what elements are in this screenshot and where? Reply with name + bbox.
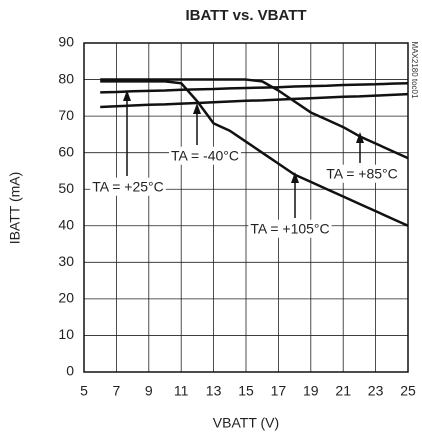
annotation-bg: [248, 219, 332, 238]
watermark: MAX2180 toc01: [410, 42, 419, 99]
y-tick-label: 10: [58, 326, 74, 342]
line-series: [100, 80, 409, 227]
annotation-bg: [169, 146, 241, 165]
line-series: [100, 81, 409, 94]
plot-frame: [83, 42, 409, 373]
annotation-arrowhead: [356, 132, 364, 143]
y-tick-label: 0: [66, 363, 74, 379]
x-tick-label: 5: [80, 383, 88, 399]
y-axis-label: IBATT (mA): [7, 172, 23, 245]
legend-label: TA = +105°C: [250, 221, 329, 237]
annotation-bg: [90, 177, 166, 196]
x-tick-label: 7: [113, 383, 121, 399]
x-tick-label: 19: [303, 383, 319, 399]
legend-label: TA = -40°C: [171, 148, 239, 164]
x-tick-label: 15: [238, 383, 254, 399]
x-tick-label: 11: [174, 383, 189, 399]
line-series: [100, 78, 409, 160]
legend-label: TA = +85°C: [326, 166, 398, 182]
y-tick-label: 50: [58, 180, 74, 196]
annotation-arrowhead: [193, 103, 201, 114]
annotation-arrowhead: [123, 90, 131, 101]
x-tick-label: 9: [145, 383, 153, 399]
y-tick-label: 70: [58, 107, 74, 123]
annotation-bg: [324, 164, 400, 183]
x-axis-label: VBATT (V): [213, 415, 279, 431]
line-series: [100, 92, 409, 109]
y-tick-label: 60: [58, 143, 74, 159]
x-tick-label: 23: [368, 383, 384, 399]
x-tick-label: 21: [335, 383, 351, 399]
x-tick-label: 13: [206, 383, 222, 399]
y-tick-label: 40: [58, 216, 74, 232]
y-tick-label: 20: [58, 290, 74, 306]
annotation-arrowhead: [291, 172, 299, 183]
y-tick-label: 80: [58, 70, 74, 86]
x-tick-label: 25: [400, 383, 416, 399]
legend-label: TA = +25°C: [92, 179, 164, 195]
chart-title: IBATT vs. VBATT: [185, 7, 306, 24]
y-tick-label: 90: [58, 34, 74, 50]
y-tick-label: 30: [58, 253, 74, 269]
x-tick-label: 17: [271, 383, 287, 399]
